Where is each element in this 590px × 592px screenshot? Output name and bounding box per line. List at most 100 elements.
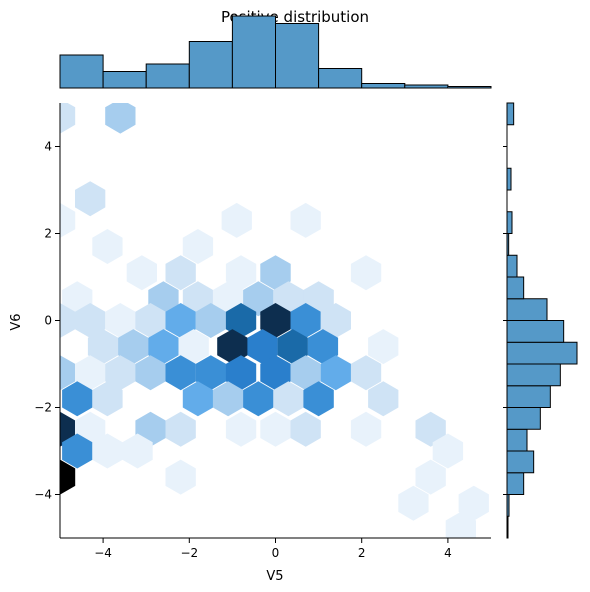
marginal-y-bar (506, 407, 541, 430)
marginal-x-bar (275, 23, 320, 89)
marginal-x-bar (102, 71, 147, 89)
hexbin-cell (458, 485, 489, 521)
hexbin-cell (303, 381, 334, 417)
y-tick-label: −2 (34, 401, 52, 415)
hexbin-cell (92, 433, 123, 469)
hexbin-cell (432, 433, 464, 469)
marginal-y-bar (506, 472, 525, 495)
hexbin-cell (182, 381, 214, 417)
hexbin-cell (165, 303, 196, 338)
hexbin-cell (60, 459, 76, 495)
y-axis-label: V6 (9, 313, 24, 330)
marginal-x-bar (188, 41, 233, 89)
hexbin-cell (62, 381, 93, 417)
hexbin-cell (165, 411, 196, 447)
hexbin-cell (445, 511, 476, 538)
hexbin-cell (368, 329, 399, 365)
main-axes: −4 −2 0 2 4 −4 −2 0 2 4 (34, 103, 491, 560)
hexbin-cell (165, 459, 196, 495)
hexbin-cell (243, 381, 274, 417)
marginal-x-bar (231, 15, 276, 89)
hexbin-cell (277, 329, 308, 365)
marginal-x-bar (145, 63, 190, 89)
hexbin-cell (60, 355, 76, 391)
hexbin-cell (87, 329, 119, 365)
hexbin-cell (118, 329, 149, 365)
hexbin-cell (105, 103, 136, 134)
marginal-y-bar (506, 385, 551, 408)
hexbin-cell (126, 255, 157, 291)
hexbin-cell (225, 255, 257, 291)
hexbin-layer (60, 103, 489, 538)
hexbin-cell (217, 329, 248, 365)
hexbin-cell (415, 411, 446, 447)
x-axis-label: V5 (266, 569, 283, 584)
x-tick-label: 0 (272, 546, 280, 560)
hexbin-cell (221, 202, 252, 238)
hexbin-cell (350, 355, 382, 391)
hexbin-cell (60, 103, 76, 134)
marginal-y-bar (506, 298, 548, 321)
hexbin-cell (260, 255, 291, 291)
marginal-y-bar (506, 167, 512, 191)
hexbin-cell (307, 329, 339, 365)
marginal-x-histogram (59, 15, 492, 89)
hexbin-cell (122, 433, 153, 469)
hexbin-cell (320, 303, 351, 338)
hexbin-cell (105, 303, 136, 338)
y-tick-label: 2 (44, 227, 52, 241)
x-tick-label: 2 (358, 546, 366, 560)
x-tick-label: −2 (180, 546, 198, 560)
hexbin-cell (75, 181, 106, 217)
hexbin-cell (415, 459, 446, 495)
hexbin-cell (350, 255, 382, 291)
hexbin-cell (260, 303, 291, 338)
hexbin-cell (225, 355, 257, 391)
hexbin-cell (148, 329, 179, 365)
marginal-y-bar (506, 320, 565, 343)
marginal-x-bar (59, 54, 104, 89)
hexbin-cell (225, 303, 257, 338)
x-tick-label: −4 (94, 546, 112, 560)
hexbin-cell (75, 303, 106, 338)
hexbin-cell (260, 355, 291, 391)
hexbin-cell (165, 255, 196, 291)
marginal-y-bar (506, 254, 518, 278)
marginal-y-bar (506, 428, 528, 452)
hexbin-cell (290, 303, 321, 338)
marginal-y-bar (506, 102, 515, 126)
hexbin-cell (290, 411, 321, 447)
hexbin-cell (105, 355, 136, 391)
marginal-x-bar (361, 83, 406, 89)
hexbin-cell (60, 303, 76, 338)
hexbin-cell (60, 202, 76, 238)
hexbin-cell (92, 229, 123, 264)
y-tick-label: 0 (44, 314, 52, 328)
hexbin-cell (195, 355, 226, 391)
hexbin-cell (75, 355, 106, 391)
hexbin-cell (225, 411, 257, 447)
marginal-y-bar (506, 211, 513, 234)
hexbin-cell (135, 355, 166, 391)
hexbin-cell (247, 329, 278, 365)
marginal-x-bar (318, 68, 363, 89)
hexbin-cell (62, 433, 93, 469)
marginal-y-bar (506, 363, 561, 387)
hexbin-cell (290, 355, 321, 391)
hexbin-cell (135, 303, 166, 338)
hexbin-cell (195, 303, 226, 338)
hexbin-cell (165, 355, 196, 391)
y-tick-label: 4 (44, 140, 52, 154)
marginal-y-bar (506, 276, 525, 300)
hexbin-cell (243, 281, 274, 317)
hexbin-cell (212, 381, 244, 417)
y-tick-label: −4 (34, 488, 52, 502)
hexbin-cell (182, 229, 214, 264)
hexbin-cell (398, 485, 429, 521)
marginal-y-bar (506, 341, 578, 365)
marginal-y-histogram (503, 102, 578, 539)
hexbin-cell (350, 411, 382, 447)
hexbin-cell (92, 381, 123, 417)
hexbin-cell (273, 381, 304, 417)
